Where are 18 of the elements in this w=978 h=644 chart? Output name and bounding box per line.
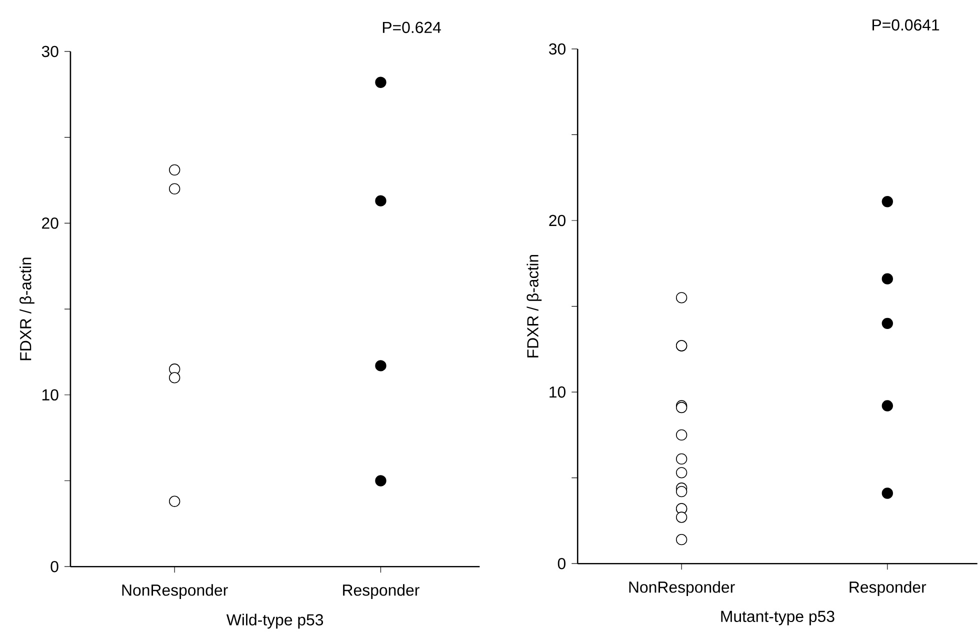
y-tick-label: 30 [549, 44, 566, 55]
x-tick-label: Responder [343, 584, 420, 600]
y-tick-label: 0 [558, 558, 566, 570]
y-axis-title: FDXR / β-actin [526, 255, 542, 358]
x-tick-label: NonResponder [629, 581, 735, 596]
x-tick-label: NonResponder [122, 584, 228, 600]
text: P=0.624 [382, 22, 441, 34]
x-tick-label: Responder [850, 581, 926, 596]
y-tick-label: 10 [550, 386, 566, 398]
y-tick-label: 30 [42, 46, 58, 58]
y-tick-label: 20 [42, 218, 58, 230]
x-axis-title: Wild-type p53 [226, 614, 324, 629]
y-axis-title: FDXR / β-actin [20, 258, 34, 360]
y-tick-label: 10 [42, 389, 58, 401]
text: P=0.0641 [872, 20, 940, 31]
y-tick-label: 0 [50, 561, 58, 572]
y-tick-label: 20 [549, 215, 566, 226]
x-axis-title: Mutant-type p53 [721, 610, 834, 626]
